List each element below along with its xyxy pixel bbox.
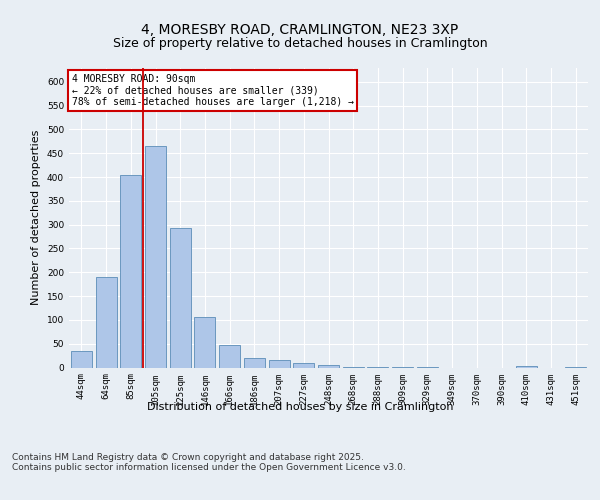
Text: Size of property relative to detached houses in Cramlington: Size of property relative to detached ho… [113, 38, 487, 51]
Bar [219, 344, 240, 368]
Bar [293, 362, 314, 368]
Bar [95, 277, 116, 368]
Bar [71, 351, 92, 368]
Bar [194, 317, 215, 368]
Text: 4 MORESBY ROAD: 90sqm
← 22% of detached houses are smaller (339)
78% of semi-det: 4 MORESBY ROAD: 90sqm ← 22% of detached … [71, 74, 353, 106]
Bar [244, 358, 265, 368]
Bar [145, 146, 166, 368]
Text: Distribution of detached houses by size in Cramlington: Distribution of detached houses by size … [147, 402, 453, 412]
Bar [170, 228, 191, 368]
Text: 4, MORESBY ROAD, CRAMLINGTON, NE23 3XP: 4, MORESBY ROAD, CRAMLINGTON, NE23 3XP [142, 22, 458, 36]
Bar [269, 360, 290, 368]
Bar [318, 364, 339, 368]
Bar [516, 366, 537, 368]
Bar [343, 366, 364, 368]
Bar [120, 174, 141, 368]
Text: Contains HM Land Registry data © Crown copyright and database right 2025.
Contai: Contains HM Land Registry data © Crown c… [12, 453, 406, 472]
Y-axis label: Number of detached properties: Number of detached properties [31, 130, 41, 305]
